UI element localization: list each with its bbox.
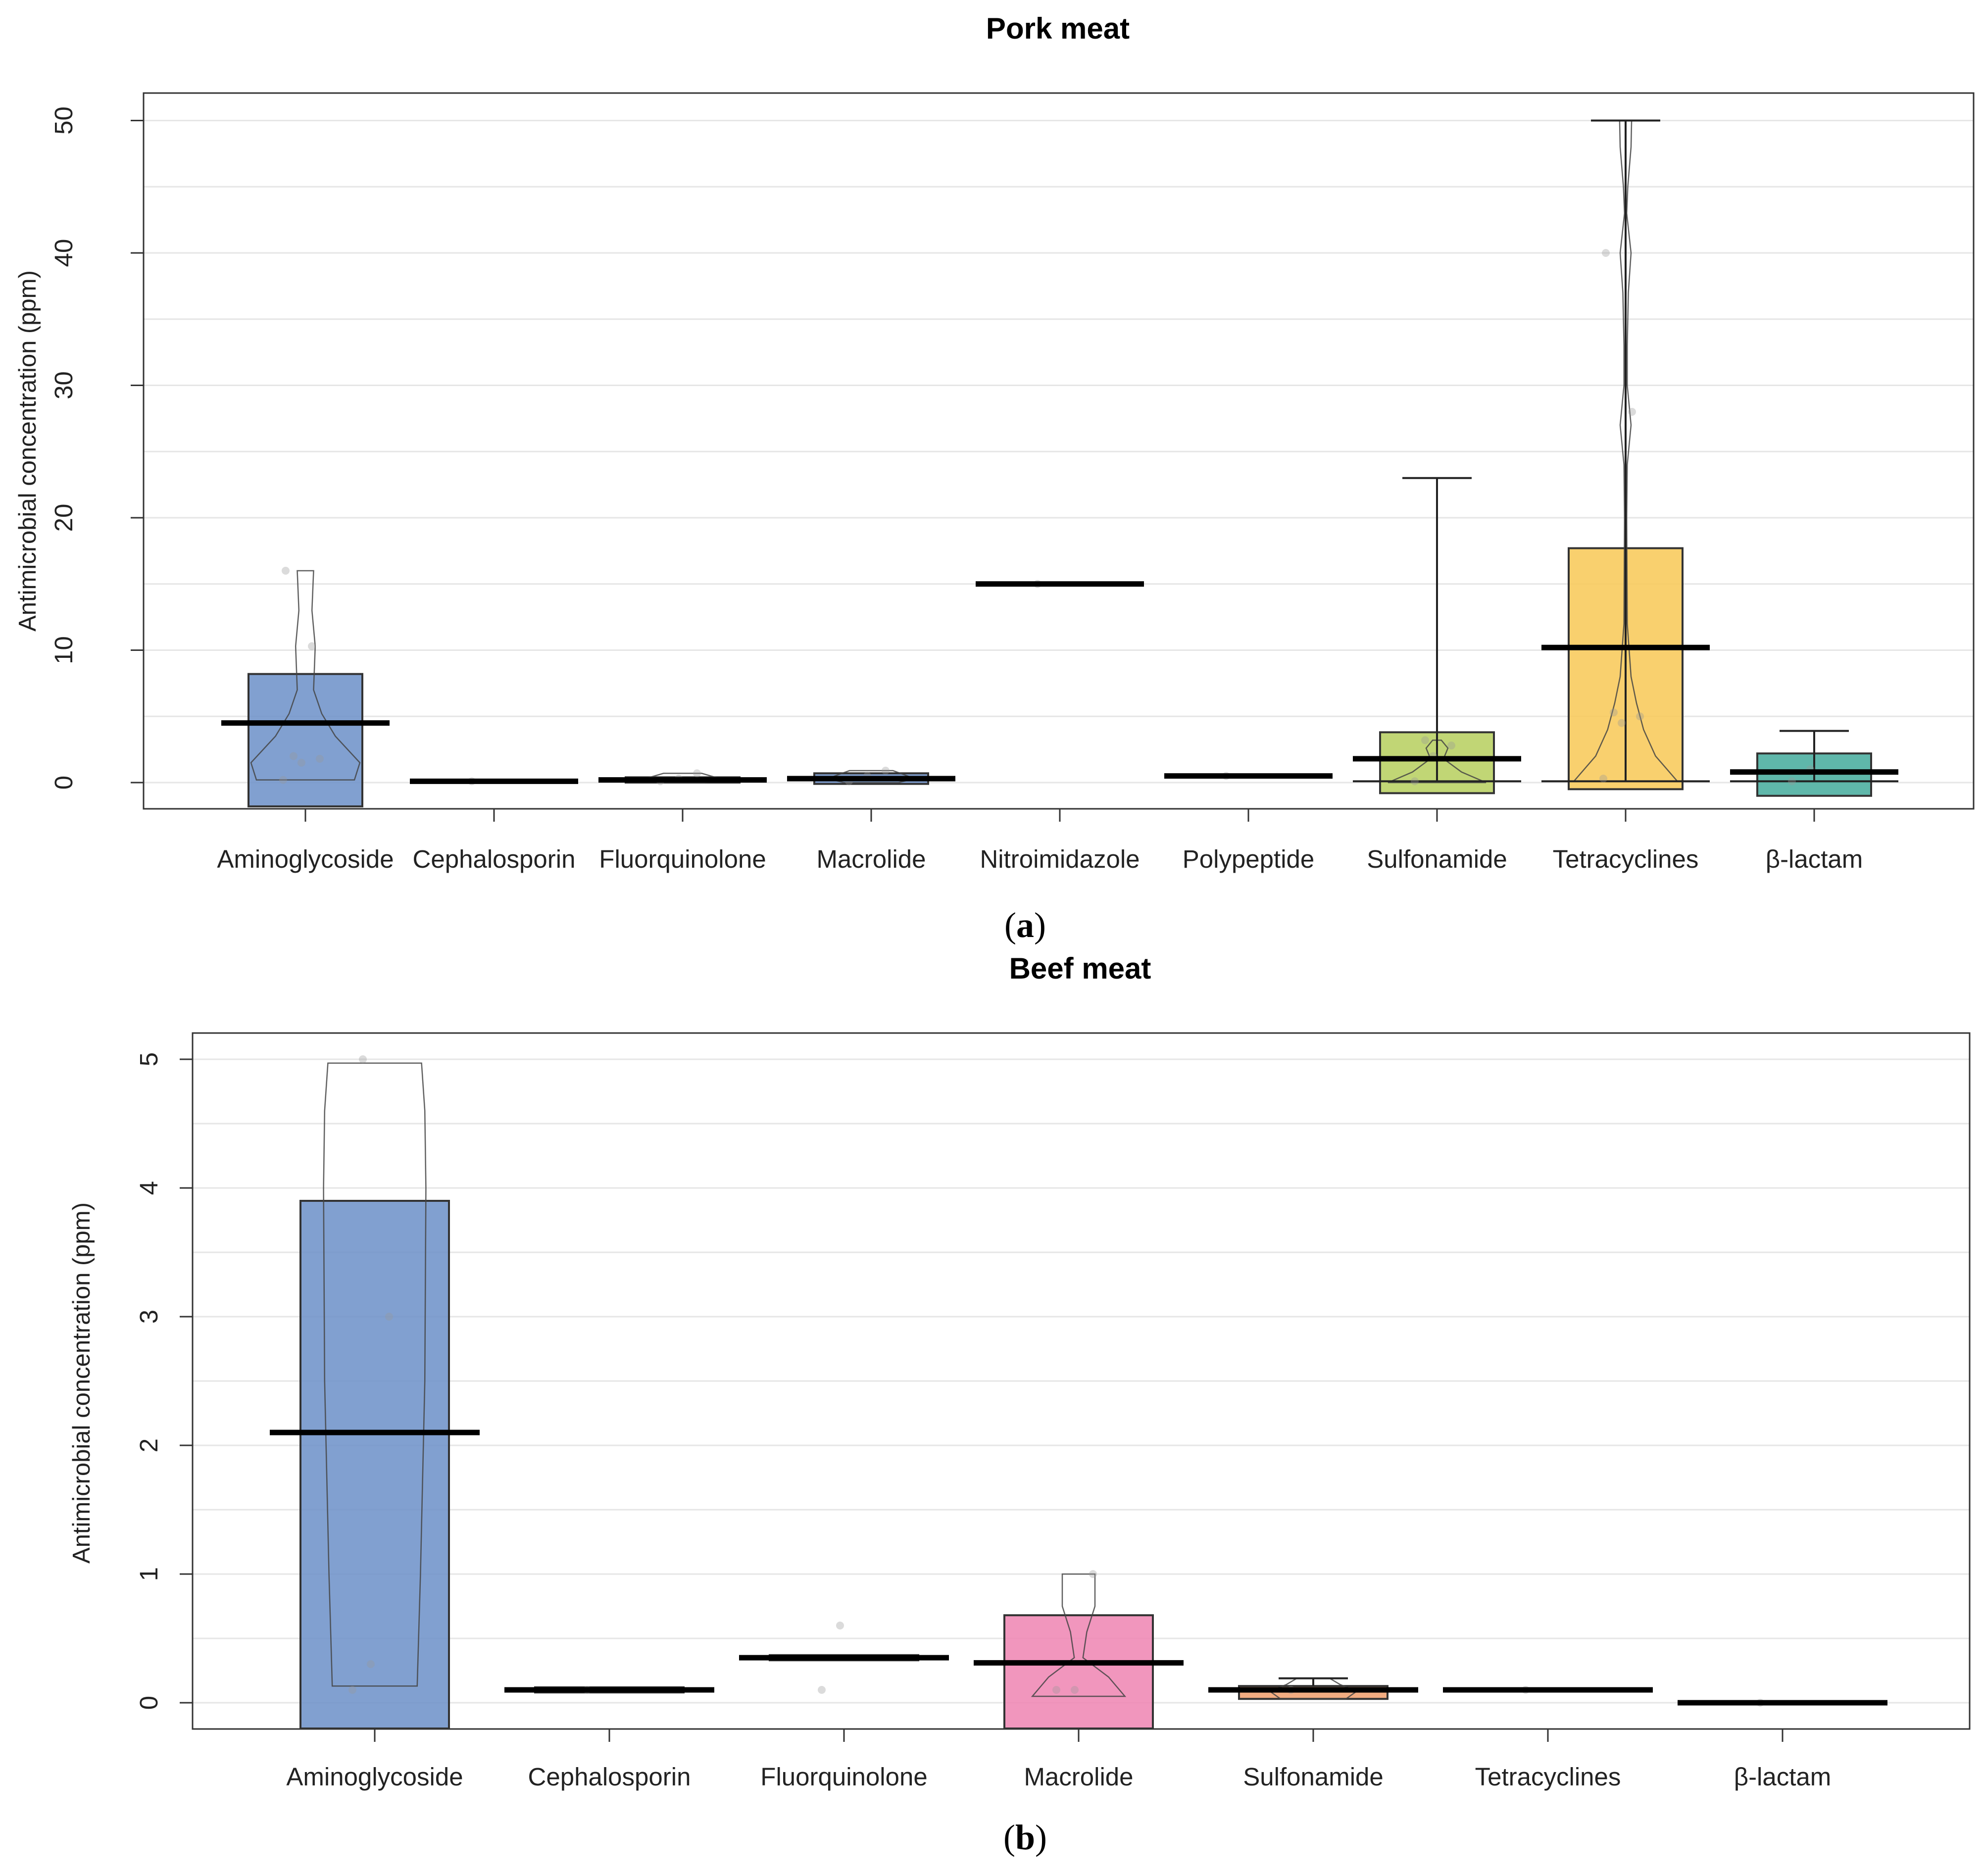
data-point [1602,249,1610,257]
y-tick-label: 0 [50,776,78,790]
data-marks [270,1055,1887,1729]
data-point [1089,1570,1097,1578]
box [248,673,363,808]
data-point [316,754,324,763]
x-tick-label: Sulfonamide [1243,1763,1384,1791]
data-point [1636,712,1644,721]
y-tick-label: 30 [50,371,78,399]
y-axis-label: Antimicrobial concentration (ppm) [68,1202,95,1564]
chart-title: Beef meat [1009,952,1151,985]
y-tick-label: 40 [50,239,78,267]
data-point [836,1622,844,1629]
data-marks [221,119,1898,808]
x-axis: Aminoglycoside Cephalosporin Fluorquinolon… [217,809,1863,873]
data-point [693,769,701,778]
y-tick-label: 1 [135,1567,163,1581]
panel-label-letter: b [1015,1818,1035,1857]
data-point [1411,777,1419,786]
data-point [1599,774,1607,783]
data-point [882,766,890,775]
category-group [1208,1677,1418,1700]
beef-meat-panel: Beef meat 0 1 2 3 4 5 Aminoglycoside Cephalosp… [68,952,1971,1857]
grid [144,120,1974,784]
category-group [504,1686,714,1694]
category-group [598,769,767,786]
x-tick-label: Macrolide [816,845,926,873]
y-tick-label: 10 [50,636,78,664]
category-group [787,766,955,786]
category-group [1164,772,1333,780]
data-point [290,752,297,760]
y-tick-label: 2 [135,1438,163,1452]
y-tick-label: 5 [135,1052,163,1066]
chart-title: Pork meat [986,12,1130,45]
category-group [1443,1686,1653,1694]
category-group [1678,1699,1887,1707]
category-group [974,1570,1184,1729]
panel-label: (a) [1004,905,1046,945]
data-point [308,642,316,650]
category-group [1541,119,1710,790]
x-tick-label: Macrolide [1024,1763,1133,1791]
x-tick-label: Nitroimidazole [980,845,1140,873]
y-tick-label: 3 [135,1310,163,1324]
violin [323,1062,427,1687]
x-tick-label: Tetracyclines [1553,845,1699,873]
plot-frame [143,92,1975,810]
data-point [297,758,305,767]
x-tick-label: Aminoglycoside [217,845,394,873]
data-point [1447,741,1455,750]
box [1003,1614,1154,1729]
data-point [359,1055,367,1063]
data-point [279,776,287,784]
y-axis: 0 1 2 3 4 5 [135,1052,193,1710]
x-tick-label: Aminoglycoside [286,1763,463,1791]
x-tick-label: Fluorquinolone [599,845,766,873]
violin [1031,1573,1127,1697]
panel-label: (b) [1003,1818,1047,1857]
y-tick-label: 4 [135,1181,163,1195]
category-group [410,777,578,786]
y-tick-label: 0 [135,1696,163,1710]
x-tick-label: Sulfonamide [1367,845,1507,873]
data-point [818,1686,826,1694]
data-point [1610,708,1618,717]
x-tick-label: Cephalosporin [528,1763,691,1791]
panel-label-letter: a [1016,905,1034,945]
data-point [1421,736,1429,744]
y-axis: 0 10 20 30 40 50 [50,106,144,790]
y-axis-label: Antimicrobial concentration (ppm) [14,270,41,632]
data-point [1628,408,1636,416]
plot-frame [192,1032,1971,1730]
data-point [282,567,290,575]
x-tick-label: β-lactam [1766,845,1863,873]
violin [1388,740,1487,784]
x-tick-label: Tetracyclines [1475,1763,1621,1791]
x-tick-label: Fluorquinolone [760,1763,927,1791]
x-axis: Aminoglycoside Cephalosporin Fluorquinolon… [286,1729,1831,1791]
category-group [976,580,1144,588]
data-point [1052,1686,1060,1694]
x-tick-label: β-lactam [1734,1763,1832,1791]
x-tick-label: Cephalosporin [413,845,576,873]
x-tick-label: Polypeptide [1183,845,1315,873]
data-point [385,1313,393,1321]
data-point [1618,719,1626,727]
pork-meat-panel: Pork meat 0 10 20 30 40 50 Aminoglycoside Ceph… [14,12,1975,945]
category-group [1730,730,1898,797]
data-point [348,1686,356,1694]
y-tick-label: 50 [50,106,78,135]
data-point [1788,777,1796,786]
data-point [367,1660,375,1668]
data-point [1071,1686,1079,1694]
box [299,1200,450,1729]
category-group [270,1055,480,1729]
category-group [221,567,390,808]
category-group [739,1622,949,1694]
category-group [1353,477,1521,794]
y-tick-label: 20 [50,504,78,532]
